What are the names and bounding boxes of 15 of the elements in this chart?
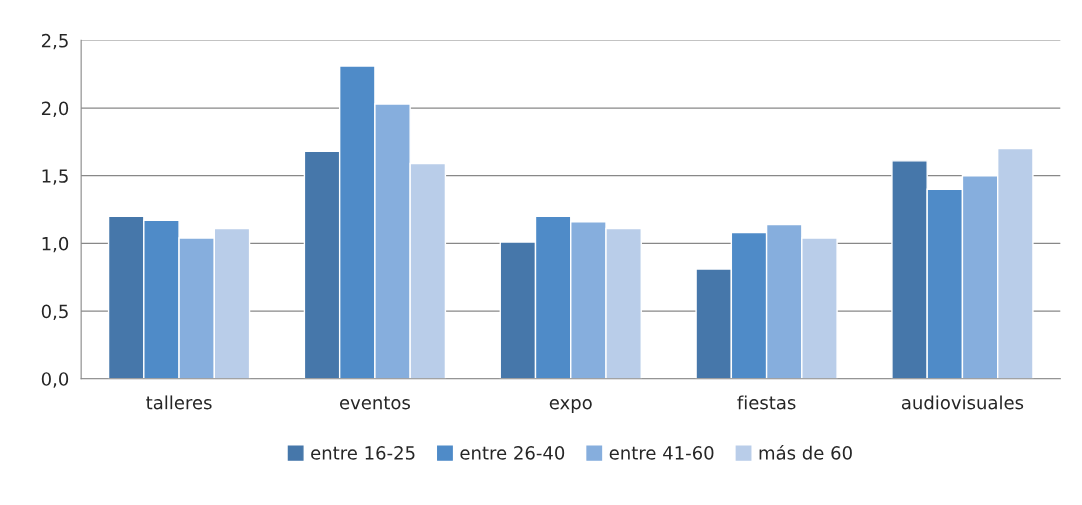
legend-label: más de 60 bbox=[759, 445, 852, 460]
legend-label: entre 41-60 bbox=[609, 446, 714, 460]
y-tick-label: 2,5 bbox=[41, 33, 68, 50]
x-tick-label: talleres bbox=[146, 395, 212, 410]
x-tick-label: fiestas bbox=[737, 395, 796, 410]
x-tick-label: expo bbox=[549, 399, 592, 413]
x-tick-label: audiovisuales bbox=[901, 395, 1024, 410]
legend-label: entre 16-25 bbox=[311, 446, 415, 460]
y-tick-label: 2,0 bbox=[41, 101, 69, 118]
legend-label: entre 26-40 bbox=[460, 446, 565, 460]
y-tick-label: 1,5 bbox=[42, 169, 68, 185]
x-tick-label: eventos bbox=[339, 396, 410, 410]
y-tick-label: 1,0 bbox=[42, 236, 69, 253]
y-tick-label: 0,5 bbox=[41, 304, 68, 321]
y-tick-label: 0,0 bbox=[41, 372, 69, 388]
